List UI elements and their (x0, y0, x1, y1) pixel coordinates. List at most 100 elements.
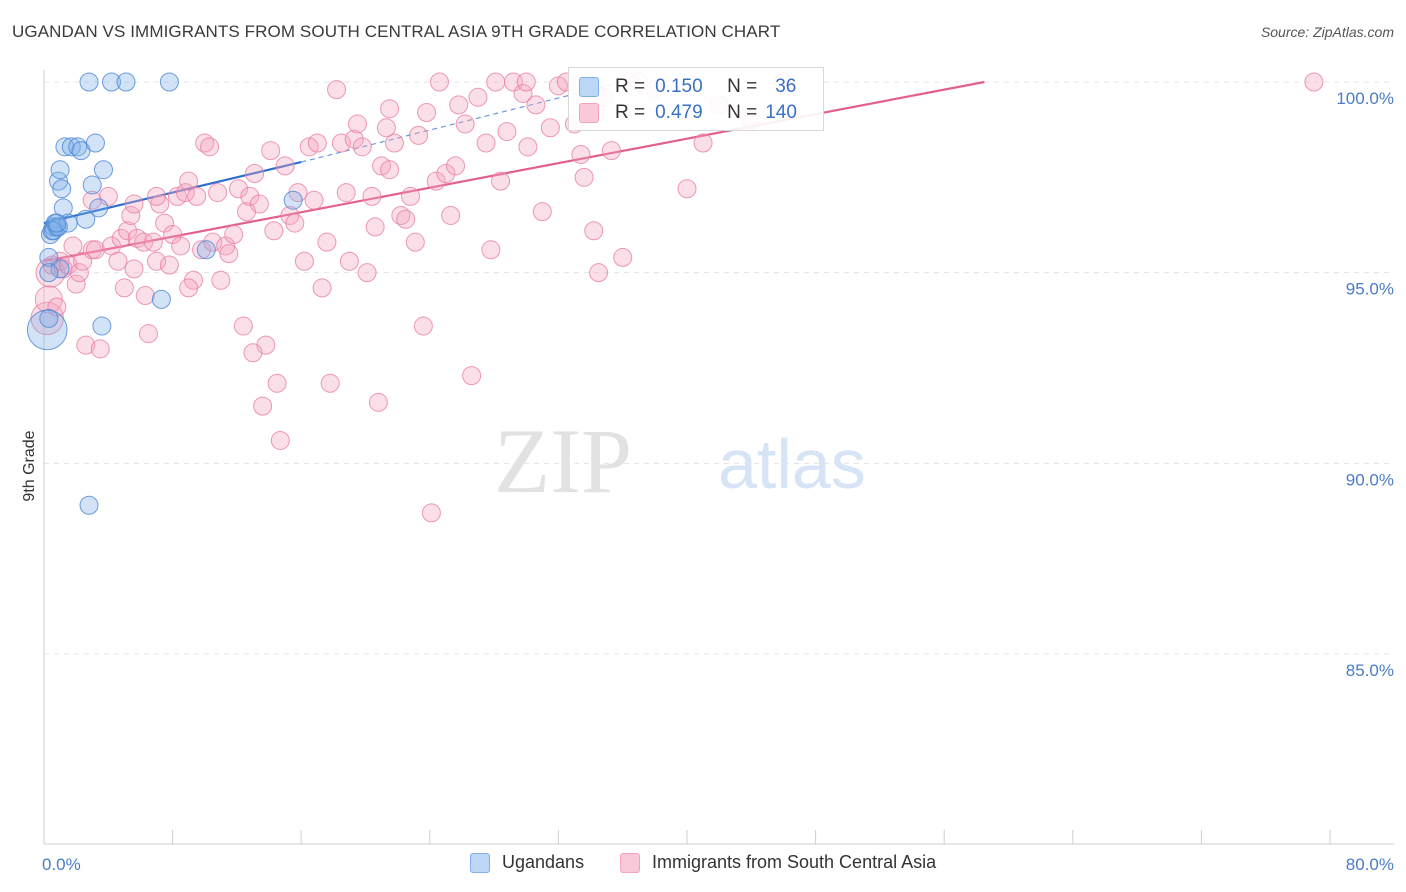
ugandan-trend-line (43, 161, 302, 225)
immigrant-point-46 (216, 236, 236, 256)
immigrant-point-19 (111, 228, 131, 248)
immigrant-point-120 (584, 221, 604, 241)
series-label-ugandans: Ugandans (502, 852, 585, 872)
immigrant-point-50 (233, 316, 253, 336)
immigrant-point-123 (601, 141, 621, 161)
watermark: ZIP atlas (494, 410, 866, 512)
immigrant-point-84 (376, 118, 396, 138)
immigrant-point-89 (401, 186, 421, 206)
immigrant-point-71 (320, 373, 340, 393)
immigrant-point-92 (413, 316, 433, 336)
immigrant-point-118 (571, 144, 591, 164)
immigrant-point-81 (365, 217, 385, 237)
immigrant-point-10 (69, 263, 89, 283)
tick-labels: 100.0% 95.0% 90.0% 85.0% 0.0% 80.0% (42, 89, 1394, 874)
immigrant-point-98 (441, 205, 461, 225)
ugandan-point-24 (116, 72, 136, 92)
immigrant-point-68 (307, 133, 327, 153)
immigrant-point-99 (446, 156, 466, 176)
immigrant-point-73 (331, 133, 351, 153)
immigrant-point-23 (124, 194, 144, 214)
immigrant-point-53 (245, 164, 265, 184)
immigrant-point-39 (187, 186, 207, 206)
immigrant-point-20 (114, 278, 134, 298)
immigrant-point-14 (85, 240, 105, 260)
immigrant-point-65 (294, 251, 314, 271)
immigrant-point-54 (249, 194, 269, 214)
immigrant-point-119 (574, 167, 594, 187)
ugandan-point-1 (39, 308, 59, 328)
immigrant-point-70 (317, 232, 337, 252)
immigrant-point-22 (121, 205, 141, 225)
immigrant-point-95 (426, 171, 446, 191)
legend-n-value: 36 (775, 76, 797, 97)
immigrant-point-52 (240, 186, 260, 206)
immigrant-point-75 (339, 251, 359, 271)
gridlines (44, 81, 1394, 655)
immigrant-point-137 (82, 190, 102, 210)
immigrant-point-111 (518, 137, 538, 157)
immigrant-point-74 (336, 183, 356, 203)
immigrant-point-33 (163, 225, 183, 245)
immigrant-point-139 (516, 72, 536, 92)
ugandan-point-31 (79, 495, 99, 515)
legend-r-label: R = (615, 76, 646, 97)
immigrant-point-15 (90, 339, 110, 359)
immigrant-point-26 (135, 286, 155, 306)
ugandan-point-23 (102, 72, 122, 92)
ugandan-point-0 (26, 309, 68, 351)
immigrant-point-44 (208, 183, 228, 203)
immigrant-point-124 (613, 247, 633, 267)
immigrant-point-28 (143, 232, 163, 252)
immigrant-point-96 (429, 72, 449, 92)
immigrant-point-114 (540, 118, 560, 138)
ugandan-point-17 (79, 72, 99, 92)
immigrant-point-29 (147, 251, 167, 271)
ugandan-point-35 (39, 263, 59, 283)
legend-n-label: N = (727, 102, 758, 123)
ugandan-point-27 (196, 240, 216, 260)
immigrant-point-30 (150, 194, 170, 214)
x-tick-label-1: 80.0% (1346, 855, 1394, 874)
axes (43, 70, 1394, 845)
immigrant-trend-line (43, 80, 985, 263)
immigrant-point-104 (476, 133, 496, 153)
immigrant-point-101 (455, 114, 475, 134)
immigrant-point-134 (179, 278, 199, 298)
immigrant-point-132 (1304, 72, 1324, 92)
immigrant-point-31 (155, 213, 175, 233)
ugandan-point-19 (85, 133, 105, 153)
immigrant-point-32 (159, 255, 179, 275)
immigrant-point-135 (380, 160, 400, 180)
source-credit: Source: ZipAtlas.com (1260, 24, 1394, 40)
series-legend-ugandans[interactable]: Ugandans (470, 852, 584, 873)
immigrant-point-9 (66, 274, 86, 294)
y-axis-label: 9th Grade (21, 430, 38, 501)
ugandan-point-33 (50, 259, 70, 279)
immigrant-point-91 (409, 125, 429, 145)
watermark-zip: ZIP (494, 410, 632, 512)
ugandan-point-21 (92, 316, 112, 336)
immigrant-point-40 (192, 240, 212, 260)
legend-row-ugandans: R = 0.150 N = 36 (579, 75, 796, 99)
watermark-atlas: atlas (718, 425, 866, 503)
immigrant-point-8 (63, 236, 83, 256)
series-legend-immigrants[interactable]: Immigrants from South Central Asia (620, 852, 936, 873)
immigrant-point-107 (491, 171, 511, 191)
ugandan-point-25 (151, 289, 171, 309)
chart-title: UGANDAN VS IMMIGRANTS FROM SOUTH CENTRAL… (12, 22, 781, 41)
ugandan-trend-extension (301, 81, 623, 163)
x-tick-label-0: 0.0% (42, 855, 81, 874)
legend-n-label: N = (727, 76, 758, 97)
correlation-legend: R = 0.150 N = 36 R = 0.479 N = 140 (568, 67, 824, 131)
series-label-immigrants: Immigrants from South Central Asia (652, 852, 937, 872)
immigrant-point-59 (267, 373, 287, 393)
immigrant-point-69 (312, 278, 332, 298)
immigrant-point-93 (417, 103, 437, 123)
immigrant-point-72 (327, 80, 347, 100)
immigrant-point-136 (124, 259, 144, 279)
immigrant-point-55 (253, 396, 273, 416)
immigrant-point-67 (304, 190, 324, 210)
immigrant-point-86 (384, 133, 404, 153)
legend-row-immigrants: R = 0.479 N = 140 (579, 101, 797, 125)
